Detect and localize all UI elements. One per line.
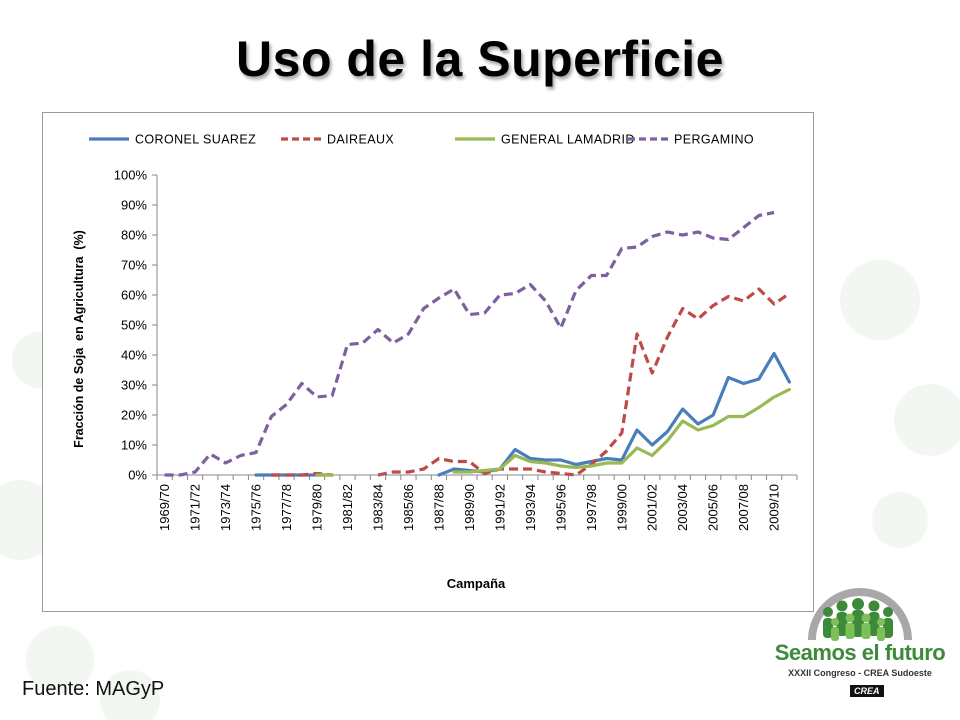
y-tick-label: 70% xyxy=(121,258,147,273)
soy-fraction-line-chart: CORONEL SUAREZ DAIREAUX GENERAL LAMADRID PE… xyxy=(72,133,798,591)
x-tick-label: 1971/72 xyxy=(188,484,203,531)
x-tick-label: 1985/86 xyxy=(401,484,416,531)
x-tick-label: 2007/08 xyxy=(736,484,751,531)
y-tick-label: 0% xyxy=(128,468,147,483)
y-tick-label: 30% xyxy=(121,378,147,393)
series-line-pergamino xyxy=(164,210,775,477)
chart-legend: CORONEL SUAREZ DAIREAUX GENERAL LAMADRID PE… xyxy=(89,133,754,147)
y-tick-label: 90% xyxy=(121,198,147,213)
logo-name: Seamos el futuro xyxy=(774,640,946,665)
source-note: Fuente: MAGyP xyxy=(22,678,165,700)
logo-subtitle: XXXII Congreso - CREA Sudoeste xyxy=(788,668,932,678)
y-tick-label: 10% xyxy=(121,438,147,453)
slide-title: Uso de la Superficie xyxy=(236,31,724,87)
x-tick-label: 1983/84 xyxy=(370,484,385,531)
chart-series-lines xyxy=(164,210,791,477)
x-axis-title: Campaña xyxy=(447,576,506,591)
x-tick-label: 2003/04 xyxy=(675,484,690,531)
x-tick-label: 1997/98 xyxy=(584,484,599,531)
x-tick-label: 1989/90 xyxy=(462,484,477,531)
chart-axes: 0% 10% 20% 30% 40% 50% 60% 70% 80% 90% 100% 1969/70… xyxy=(114,168,798,531)
series-line-coronel-suarez xyxy=(437,351,791,477)
legend-label: PERGAMINO xyxy=(674,133,754,147)
legend-label: CORONEL SUAREZ xyxy=(135,133,256,147)
event-logo: Seamos el futuro XXXII Congreso - CREA S… xyxy=(770,582,950,712)
x-tick-label: 2005/06 xyxy=(706,484,721,531)
logo-badge: CREA xyxy=(850,685,884,697)
x-tick-label: 1973/74 xyxy=(218,484,233,531)
series-line-general-lamadrid xyxy=(452,387,791,474)
x-tick-label: 1987/88 xyxy=(431,484,446,531)
series-line-daireaux xyxy=(377,287,791,477)
x-tick-label: 1977/78 xyxy=(279,484,294,531)
legend-label: DAIREAUX xyxy=(327,133,394,147)
x-tick-label: 1969/70 xyxy=(157,484,172,531)
y-tick-label: 100% xyxy=(114,168,148,183)
y-tick-label: 60% xyxy=(121,288,147,303)
x-tick-label: 1979/80 xyxy=(310,484,325,531)
x-tick-label: 1991/92 xyxy=(492,484,507,531)
y-tick-label: 80% xyxy=(121,228,147,243)
x-tick-label: 1993/94 xyxy=(523,484,538,531)
y-tick-label: 20% xyxy=(121,408,147,423)
people-arc-icon xyxy=(808,588,912,641)
y-axis-title: Fracción de Soja en Agricultura (%) xyxy=(72,230,86,448)
x-tick-label: 1981/82 xyxy=(340,484,355,531)
legend-label: GENERAL LAMADRID xyxy=(501,133,635,147)
y-tick-label: 50% xyxy=(121,318,147,333)
y-tick-label: 40% xyxy=(121,348,147,363)
x-tick-label: 1975/76 xyxy=(249,484,264,531)
x-tick-label: 1999/00 xyxy=(614,484,629,531)
x-tick-label: 2001/02 xyxy=(645,484,660,531)
chart-frame: CORONEL SUAREZ DAIREAUX GENERAL LAMADRID PE… xyxy=(42,112,814,612)
x-tick-label: 2009/10 xyxy=(767,484,782,531)
x-tick-label: 1995/96 xyxy=(553,484,568,531)
